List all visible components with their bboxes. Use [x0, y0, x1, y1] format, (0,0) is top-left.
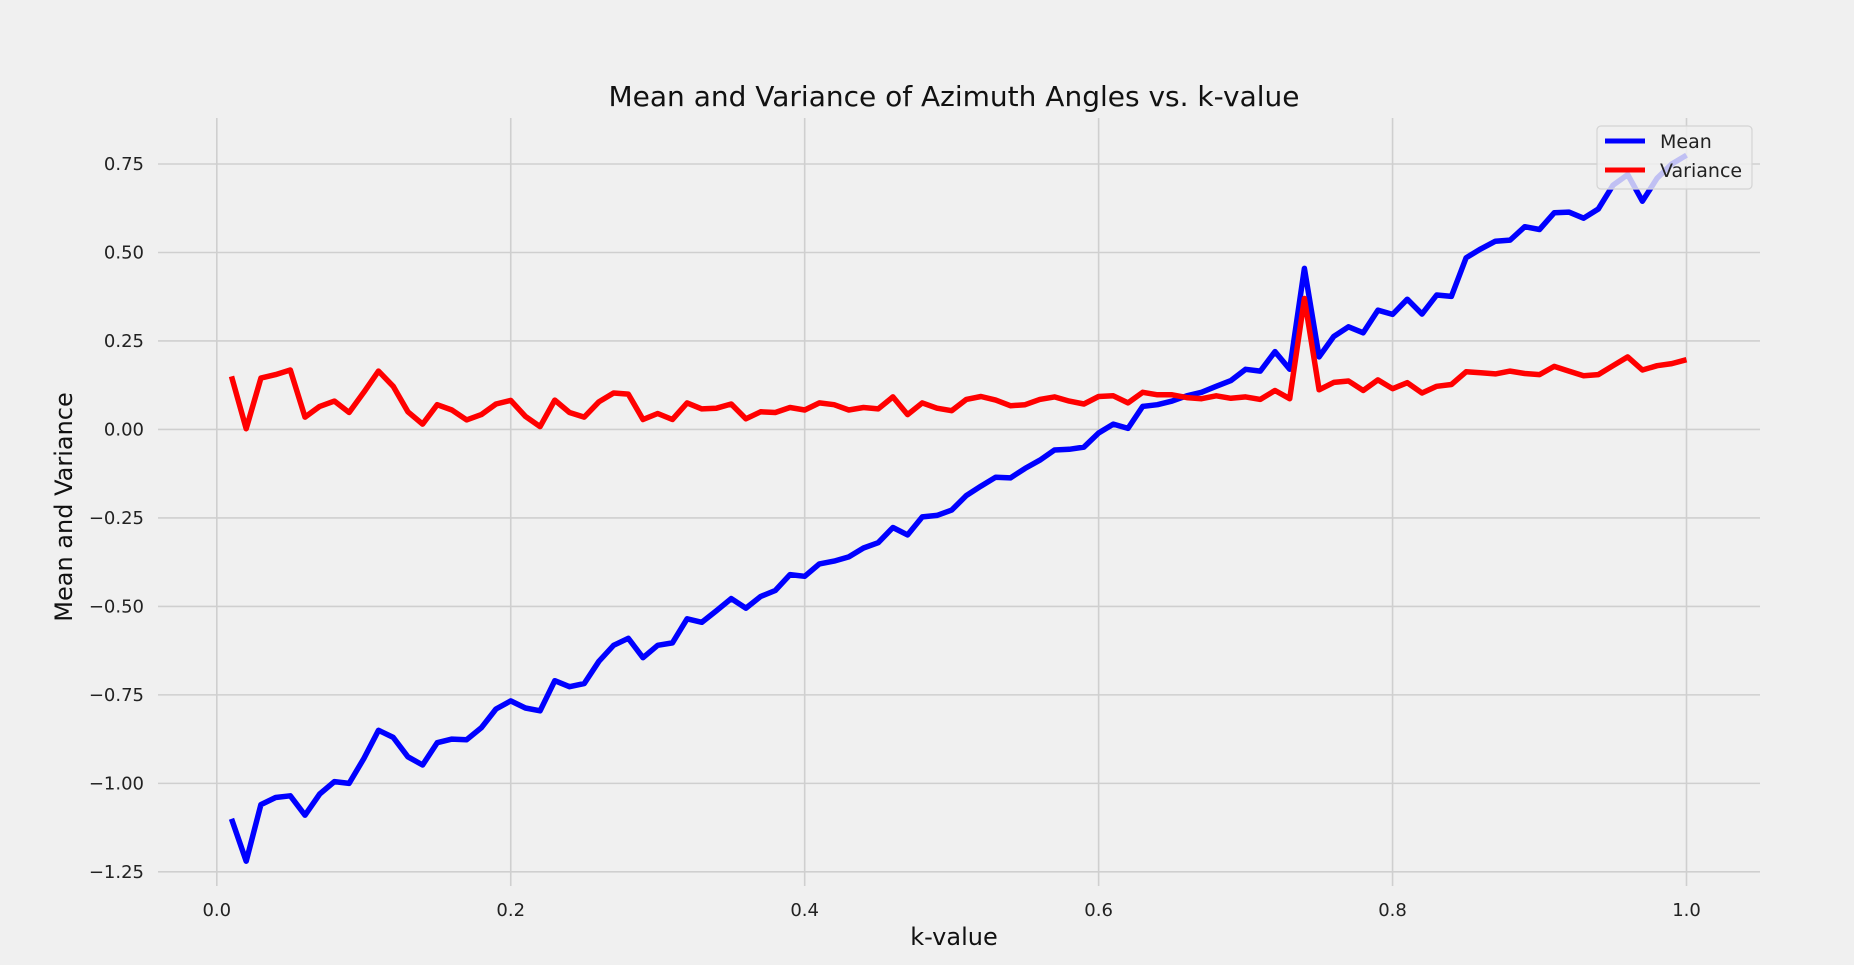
- y-tick-label: −1.00: [89, 773, 144, 794]
- y-tick-label: −0.25: [89, 508, 144, 529]
- series-lines: [228, 152, 1688, 864]
- x-tick-label: 0.2: [496, 900, 525, 921]
- x-tick-label: 0.8: [1378, 900, 1407, 921]
- tick-labels: 0.0 0.2 0.4 0.6 0.8 1.0 0.75 0.50 0.25 0.00 −0.25 −…: [89, 154, 1701, 921]
- y-tick-label: 0.50: [104, 242, 144, 263]
- y-tick-label: −0.75: [89, 685, 144, 706]
- series-line-mean: [228, 152, 1688, 864]
- series-line-variance: [228, 295, 1688, 432]
- x-tick-label: 0.0: [202, 900, 231, 921]
- legend-label-mean: Mean: [1660, 131, 1712, 153]
- legend: Mean Variance: [1596, 125, 1753, 190]
- legend-label-variance: Variance: [1660, 160, 1742, 182]
- y-tick-label: 0.75: [104, 154, 144, 175]
- x-tick-label: 1.0: [1672, 900, 1701, 921]
- x-axis-label: k-value: [910, 923, 997, 951]
- y-tick-label: −1.25: [89, 862, 144, 883]
- chart-title: Mean and Variance of Azimuth Angles vs. …: [609, 80, 1300, 113]
- y-tick-label: −0.50: [89, 596, 144, 617]
- y-tick-label: 0.00: [104, 419, 144, 440]
- y-axis-label: Mean and Variance: [50, 392, 78, 621]
- x-tick-label: 0.6: [1084, 900, 1113, 921]
- grid: [158, 118, 1760, 886]
- x-tick-label: 0.4: [790, 900, 819, 921]
- y-tick-label: 0.25: [104, 331, 144, 352]
